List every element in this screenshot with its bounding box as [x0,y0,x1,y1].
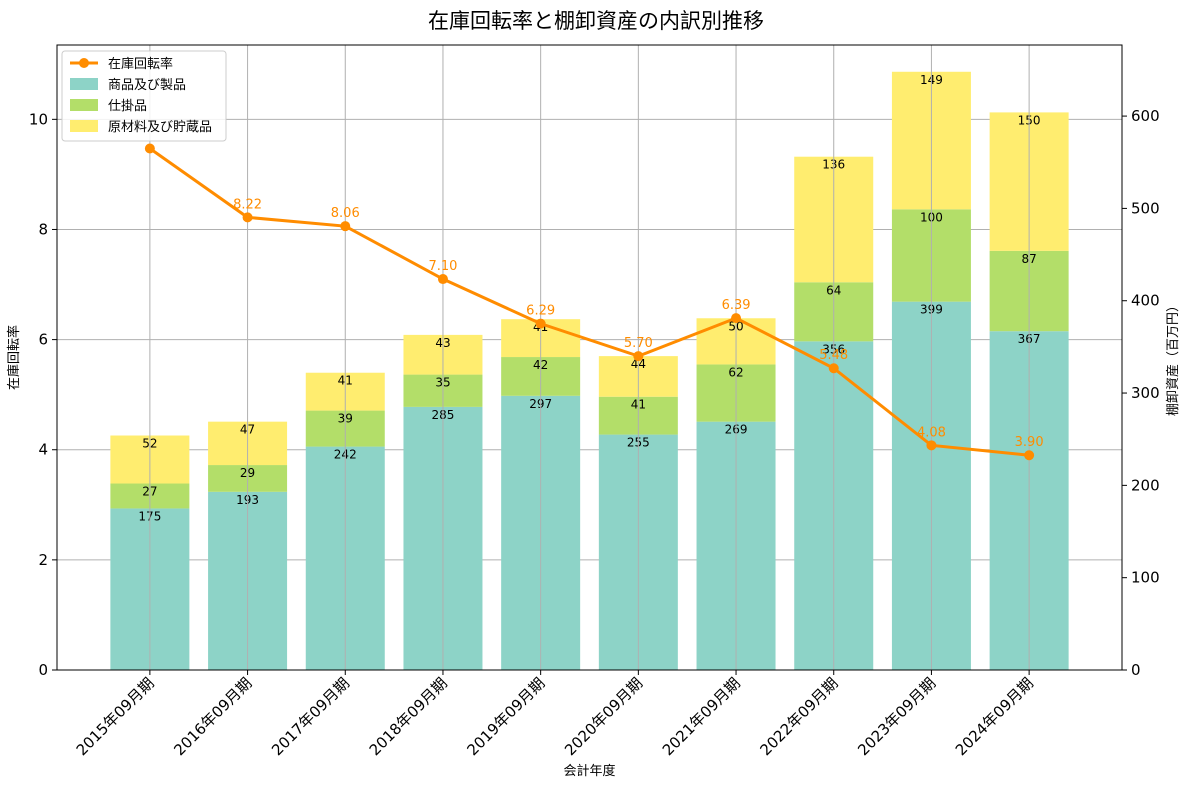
turnover-point [1024,450,1035,461]
x-tick-label: 2016年09月期 [170,674,255,759]
x-tick-label: 2018年09月期 [366,674,451,759]
chart-title: 在庫回転率と棚卸資産の内訳別推移 [428,9,764,33]
plot-frame [56,44,1123,671]
turnover-point [828,363,839,374]
legend-box [61,50,227,142]
y-left-tick-label: 10 [29,110,48,128]
y-left-tick-label: 0 [38,661,48,679]
turnover-point [731,313,742,324]
y-right-tick-label: 500 [1131,199,1160,217]
y-right-tick-label: 600 [1131,107,1160,125]
y-axis-right-title: 棚卸資産（百万円） [1165,299,1181,416]
x-tick-label: 2017年09月期 [268,674,353,759]
y-right-tick-label: 300 [1131,384,1160,402]
legend-label: 商品及び製品 [108,78,186,93]
bars-layer: 1752752193294724239412853543297424125541… [110,45,1069,670]
line-layer: 8.22 8.06 7.10 6.29 5.70 6.39 5.48 4.08 3.90 [144,143,1044,461]
y-axis-left-title: 在庫回転率 [6,325,22,390]
x-tick-label: 2015年09月期 [73,674,158,759]
x-tick-label: 2020年09月期 [561,674,646,759]
turnover-value-label: 6.39 [722,298,751,313]
turnover-line [149,147,1030,457]
x-axis-title: 会計年度 [563,763,615,779]
turnover-value-label: 3.90 [1015,435,1044,450]
turnover-point [926,440,937,451]
legend-swatch [70,78,98,90]
y-left-tick-label: 6 [38,331,48,349]
y-left-tick-label: 2 [38,551,48,569]
axes-layer [56,44,1123,671]
x-tick-label: 2023年09月期 [854,674,939,759]
turnover-point [535,318,546,329]
turnover-value-label: 5.48 [819,348,848,363]
turnover-value-label: 7.10 [428,259,457,274]
x-tick-label: 2021年09月期 [659,674,744,759]
turnover-point [633,351,644,362]
y-right-tick-label: 200 [1131,476,1160,494]
y-right-tick-label: 0 [1131,661,1141,679]
y-left-tick-label: 4 [38,441,48,459]
x-tick-label: 2022年09月期 [757,674,842,759]
turnover-value-label: 8.06 [331,206,360,221]
turnover-point [144,143,155,154]
turnover-point [242,212,253,223]
y-right-tick-label: 100 [1131,569,1160,587]
turnover-value-label: 5.70 [624,336,653,351]
turnover-value-label: 8.22 [233,197,262,212]
x-tick-label: 2024年09月期 [952,674,1037,759]
legend-label: 仕掛品 [108,99,147,114]
y-right-tick-label: 400 [1131,292,1160,310]
y-left-tick-label: 8 [38,220,48,238]
x-tick-label: 2019年09月期 [463,674,548,759]
turnover-point [437,274,448,285]
legend-line-marker [79,58,89,68]
turnover-point [340,221,351,232]
legend-label: 在庫回転率 [108,56,173,72]
legend-swatch [70,120,98,132]
legend-swatch [70,99,98,111]
turnover-value-label: 4.08 [917,425,946,440]
turnover-value-label: 6.29 [526,304,555,319]
legend-label: 原材料及び貯蔵品 [108,120,212,135]
